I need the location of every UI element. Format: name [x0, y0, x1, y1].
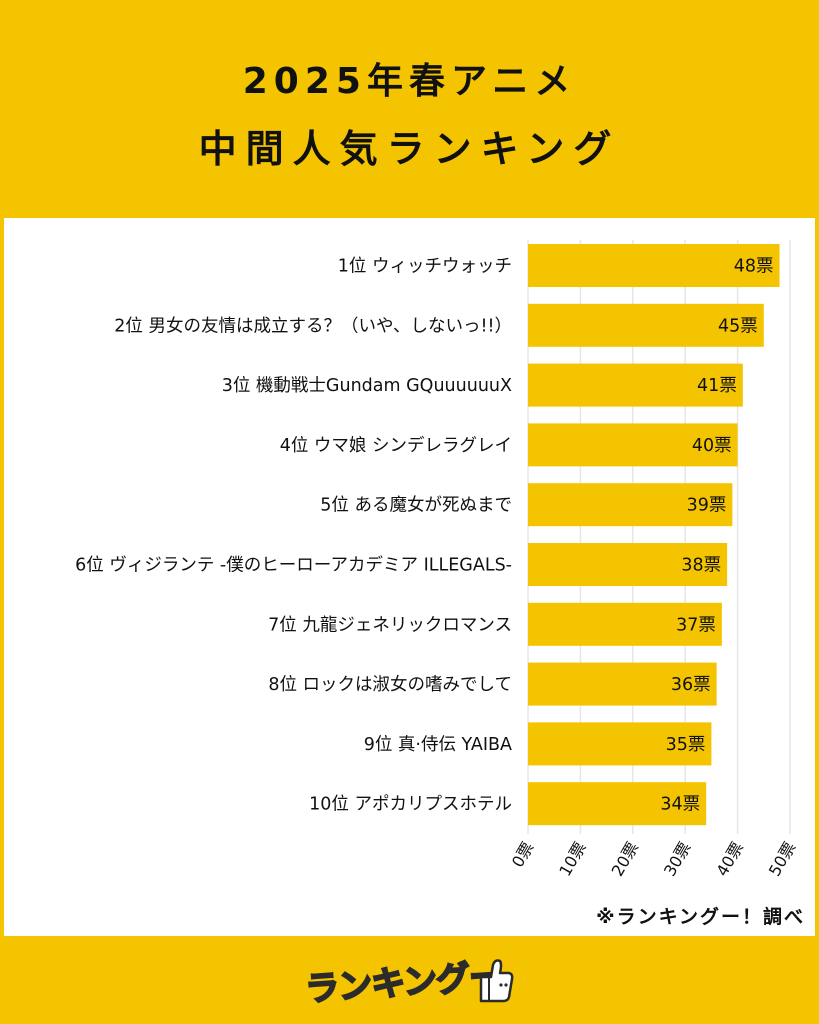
value-label: 45票 [718, 316, 758, 336]
thumbs-up-mascot-icon [479, 959, 514, 1003]
category-label: 6位 ヴィジランテ -僕のヒーローアカデミア ILLEGALS- [75, 555, 512, 576]
bar [528, 722, 712, 766]
chart-panel: 1位 ウィッチウォッチ 48票 2位 男女の友情は成立する？（いや、しないっ!!） 4… [4, 218, 815, 936]
value-label: 37票 [676, 615, 716, 635]
category-label: 10位 アポカリプスホテル [309, 795, 512, 815]
bar [528, 303, 764, 347]
chart-title-line1: 2025年春アニメ [242, 61, 577, 102]
x-tick-label: 10票 [555, 839, 590, 880]
x-tick-label: 50票 [765, 839, 800, 880]
bar-chart: 1位 ウィッチウォッチ 48票 2位 男女の友情は成立する？（いや、しないっ!!） 4… [75, 240, 800, 880]
category-label: 3位 機動戦士Gundam GQuuuuuuX [222, 376, 512, 396]
value-label: 36票 [671, 675, 711, 695]
value-label: 35票 [666, 735, 706, 755]
chart-title-line2: 中間人気ランキング [198, 127, 621, 171]
bar [528, 543, 728, 586]
x-tick-label: 40票 [712, 839, 747, 880]
value-label: 48票 [734, 257, 774, 277]
bar [528, 244, 780, 287]
value-label: 38票 [681, 556, 721, 576]
x-tick-label: 0票 [508, 839, 538, 871]
category-label: 5位 ある魔女が死ぬまで [320, 496, 512, 516]
bar [528, 483, 733, 527]
category-label: 7位 九龍ジェネリックロマンス [268, 615, 512, 635]
x-tick-label: 30票 [660, 839, 695, 880]
bar [528, 363, 743, 407]
value-label: 40票 [692, 436, 732, 456]
bar [528, 662, 717, 706]
x-tick-label: 20票 [608, 839, 643, 880]
bar [528, 423, 738, 467]
bar [528, 602, 722, 646]
logo: ランキングー [303, 953, 515, 1011]
category-label: 4位 ウマ娘 シンデレラグレイ [280, 435, 512, 456]
category-label: 9位 真·侍伝 YAIBA [364, 735, 512, 755]
value-label: 39票 [687, 496, 727, 516]
value-label: 34票 [660, 795, 700, 815]
category-label: 8位 ロックは淑女の嗜みでして [268, 675, 512, 695]
value-label: 41票 [697, 376, 737, 396]
bar [528, 782, 707, 826]
category-label: 2位 男女の友情は成立する？（いや、しないっ!!） [114, 316, 512, 336]
source-note: ※ランキングー！調べ [596, 906, 805, 928]
category-label: 1位 ウィッチウォッチ [338, 257, 512, 277]
